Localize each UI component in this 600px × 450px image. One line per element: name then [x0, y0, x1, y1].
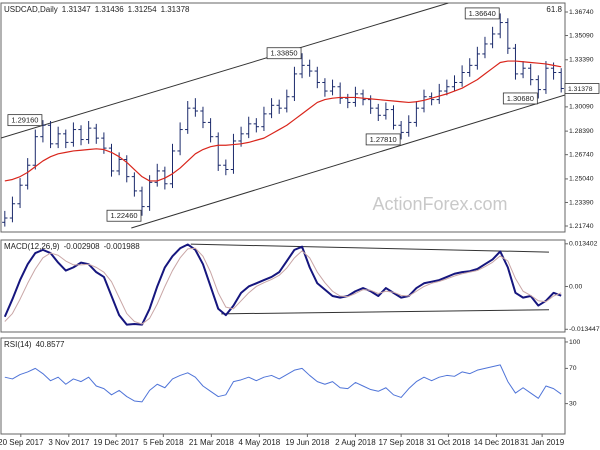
annotation-label: 1.29160 [11, 116, 38, 125]
plot-area [1, 3, 565, 229]
trend-line [1, 3, 449, 139]
x-tick-label: 19 Dec 2017 [93, 438, 139, 447]
y-tick-label: -0.013447 [569, 326, 600, 333]
panel-title-name: MACD(12,26,9) [4, 242, 60, 251]
annotation-label: 1.33850 [270, 49, 297, 58]
current-price-label: 1.31378 [568, 86, 593, 93]
annotation-label: 1.27810 [370, 135, 397, 144]
level-note: 61.8 [546, 5, 562, 14]
panel-title: USDCAD,Daily 1.31347 1.31436 1.31254 1.31378 [4, 5, 190, 14]
series-line [3, 243, 562, 326]
x-tick-label: 14 Dec 2018 [474, 438, 520, 447]
y-tick-label: 1.33390 [569, 57, 594, 64]
y-tick-label: 1.26740 [569, 151, 594, 158]
annotation-label: 1.22460 [110, 211, 137, 220]
x-tick-label: 31 Oct 2018 [427, 438, 471, 447]
y-tick-label: 1.36740 [569, 9, 594, 16]
annotation-box [266, 47, 302, 60]
x-tick-label: 20 Sep 2017 [0, 438, 44, 447]
panel-border [0, 2, 566, 233]
y-tick-label: 1.23390 [569, 199, 594, 206]
y-tick-label: 30 [569, 400, 577, 407]
panel-title-value: 1.31436 [95, 5, 124, 14]
panel-title: RSI(14) 40.8577 [4, 340, 65, 349]
x-tick-label: 3 Nov 2017 [48, 438, 89, 447]
trend-line [190, 243, 550, 253]
annotation-label: 1.30680 [507, 94, 534, 103]
x-tick-label: 31 Jan 2019 [520, 438, 565, 447]
plot-area [4, 364, 562, 403]
series-line [4, 247, 562, 325]
y-tick-label: 0.013402 [569, 241, 598, 248]
y-tick-label: 1.28390 [569, 128, 594, 135]
panel-title-value: -0.002908 [64, 242, 101, 251]
y-tick-label: 70 [569, 365, 577, 372]
y-tick-label: 1.25040 [569, 176, 594, 183]
annotation-box [502, 92, 538, 105]
plot-area [3, 243, 562, 326]
panel-title-name: USDCAD,Daily [4, 5, 58, 14]
y-tick-label: 0.00 [569, 283, 582, 290]
x-tick-label: 5 Feb 2018 [143, 438, 184, 447]
annotation-label: 1.36640 [469, 9, 496, 18]
annotation-box [464, 7, 500, 20]
x-tick-label: 4 May 2018 [238, 438, 280, 447]
annotation-box [7, 114, 43, 127]
x-tick-label: 21 Mar 2018 [189, 438, 234, 447]
trend-line [221, 309, 550, 315]
panel-border [0, 239, 566, 333]
trend-line [131, 94, 565, 229]
current-price-box [564, 83, 600, 94]
panel-title: MACD(12,26,9) -0.002908 -0.001988 [4, 242, 140, 251]
panel-title-value: -0.001988 [104, 242, 141, 251]
y-tick-label: 1.35090 [569, 32, 594, 39]
watermark: ActionForex.com [372, 194, 507, 214]
panel-border [0, 337, 566, 435]
annotation-box [365, 133, 401, 146]
panel-title-value: 1.31254 [128, 5, 157, 14]
y-tick-label: 100 [569, 339, 581, 346]
y-tick-label: 1.21740 [569, 223, 594, 230]
panel-title-name: RSI(14) [4, 340, 32, 349]
series-line [4, 364, 562, 403]
panel-title-value: 40.8577 [36, 340, 65, 349]
x-tick-label: 17 Sep 2018 [378, 438, 424, 447]
series-line [4, 60, 562, 182]
x-tick-label: 2 Aug 2018 [335, 438, 376, 447]
x-tick-label: 19 Jun 2018 [285, 438, 330, 447]
panel-title-value: 1.31347 [62, 5, 91, 14]
panel-title-value: 1.31378 [161, 5, 190, 14]
annotation-box [106, 209, 142, 222]
y-tick-label: 1.30090 [569, 104, 594, 111]
